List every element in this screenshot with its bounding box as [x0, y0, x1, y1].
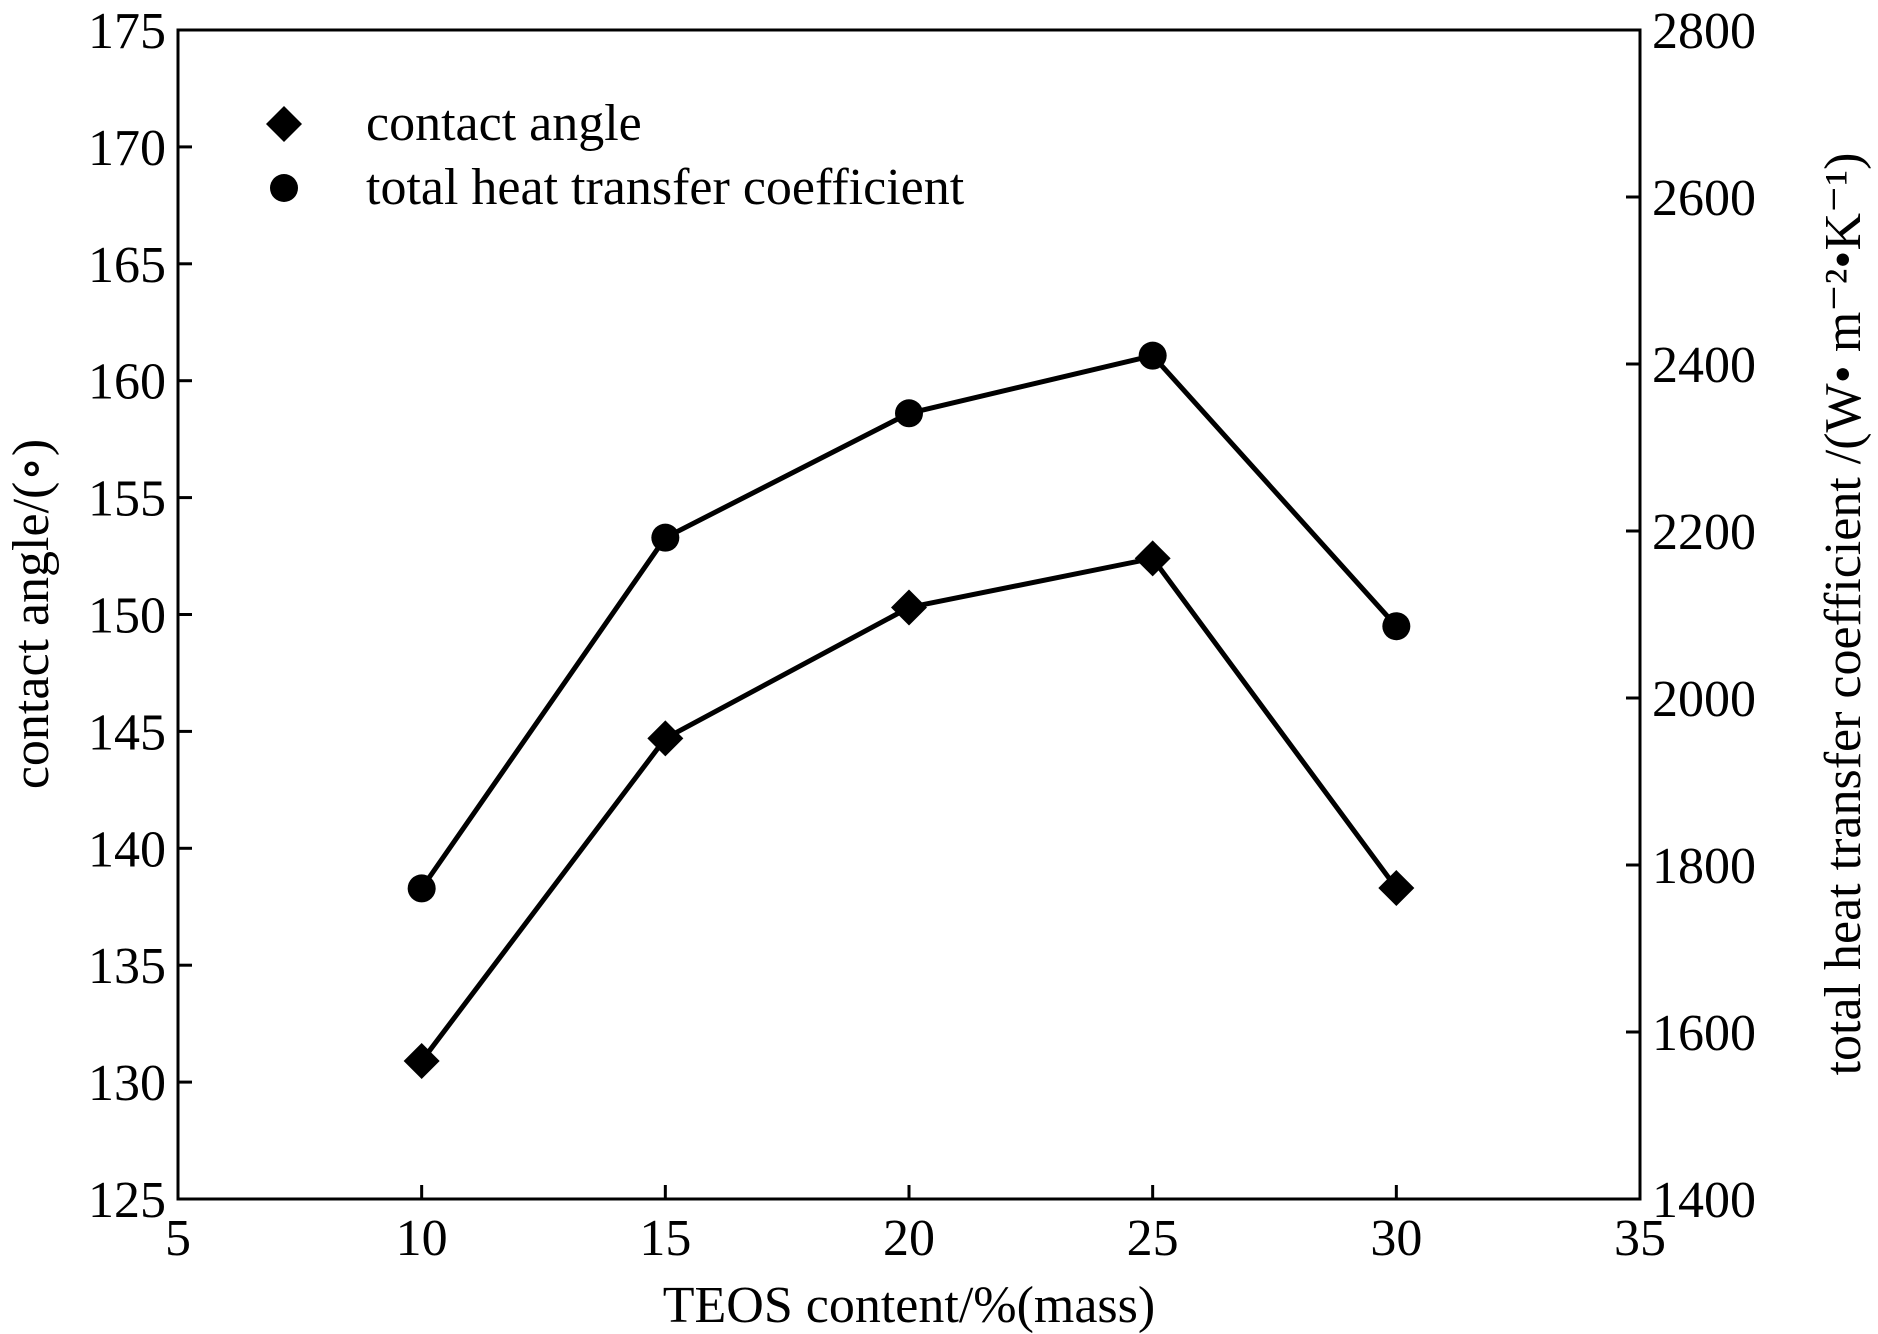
legend-circle-marker — [270, 174, 298, 202]
y2-axis-ticks: 1400 1600 1800 2000 2200 2400 2600 2800 — [1626, 3, 1756, 1229]
legend-diamond-marker — [266, 106, 302, 142]
contact-angle-point — [647, 720, 684, 757]
series-layer — [403, 341, 1415, 1080]
x-axis-ticks: 5 10 15 20 25 30 35 — [165, 1185, 1666, 1267]
y2-tick-label: 2800 — [1652, 3, 1756, 60]
legend-label-heat-transfer: total heat transfer coefficient — [366, 159, 965, 216]
x-tick-label: 10 — [396, 1210, 448, 1267]
heat-transfer-point — [1382, 612, 1411, 641]
x-tick-label: 5 — [165, 1210, 191, 1267]
y-tick-label: 130 — [88, 1055, 166, 1112]
x-tick-label: 15 — [639, 1210, 691, 1267]
y-tick-label: 140 — [88, 821, 166, 878]
y-tick-label: 145 — [88, 704, 166, 761]
y-tick-label: 135 — [88, 938, 166, 995]
legend-label-contact-angle: contact angle — [366, 95, 642, 152]
contact-angle-point — [1134, 540, 1171, 577]
y-tick-label: 170 — [88, 120, 166, 177]
x-tick-label: 20 — [883, 1210, 935, 1267]
y2-tick-label: 2000 — [1652, 671, 1756, 728]
heat-transfer-point — [407, 874, 436, 903]
legend: contact angle total heat transfer coeffi… — [266, 95, 965, 216]
x-axis-title: TEOS content/%(mass) — [663, 1277, 1155, 1334]
x-tick-label: 25 — [1127, 1210, 1179, 1267]
y2-tick-label: 2400 — [1652, 337, 1756, 394]
y-tick-label: 175 — [88, 3, 166, 60]
y2-axis-title: total heat transfer coefficient /(W• m⁻²… — [1815, 153, 1872, 1076]
contact-angle-point — [1378, 870, 1415, 907]
y-tick-label: 125 — [88, 1172, 166, 1229]
y2-tick-label: 2200 — [1652, 504, 1756, 561]
heat-transfer-point — [1138, 341, 1167, 370]
x-tick-label: 35 — [1614, 1210, 1666, 1267]
contact-angle-point — [891, 589, 927, 626]
heat-transfer-point — [651, 523, 680, 552]
contact-angle-point — [403, 1043, 440, 1080]
x-tick-label: 30 — [1370, 1210, 1422, 1267]
y2-tick-label: 1400 — [1652, 1172, 1756, 1229]
y2-tick-label: 2600 — [1652, 170, 1756, 227]
y-axis-ticks: 125 130 135 140 145 150 155 160 165 170 175 — [88, 3, 192, 1229]
y-tick-label: 155 — [88, 471, 166, 528]
y-axis-title: contact angle/(∘) — [3, 439, 60, 789]
y-tick-label: 150 — [88, 588, 166, 645]
y2-tick-label: 1800 — [1652, 838, 1756, 895]
y-tick-label: 165 — [88, 237, 166, 294]
y-tick-label: 160 — [88, 354, 166, 411]
y2-tick-label: 1600 — [1652, 1005, 1756, 1062]
heat-transfer-point — [895, 399, 923, 428]
